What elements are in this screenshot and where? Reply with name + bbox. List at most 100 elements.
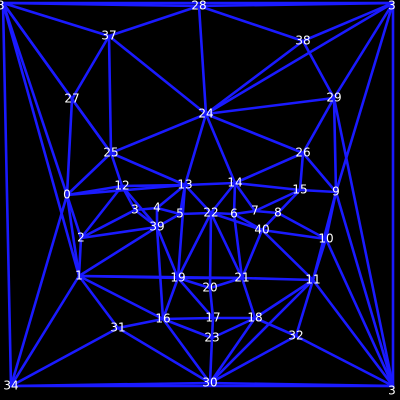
edge-24-26 [204,112,305,155]
vertex-label-22: 22 [203,206,218,220]
edge-TL-34 [1,1,13,388]
edge-40-11 [260,228,315,282]
vertex-label-1: 1 [75,269,83,283]
edge-10-11 [311,237,328,282]
edge-27-25 [70,97,113,155]
edge-27-0 [65,97,74,197]
vertex-label-38: 38 [295,34,310,48]
vertex-label-21: 21 [234,271,249,285]
vertex-label-34: 34 [3,379,18,393]
edge-13-14 [183,181,237,187]
vertex-label-28: 28 [191,0,206,13]
edge-38-24 [204,39,305,116]
vertex-label-15: 15 [292,183,307,197]
edge-8-10 [276,211,328,241]
edge-6-21 [232,212,244,280]
edge-14-22 [209,181,237,215]
vertex-label-29: 29 [326,91,341,105]
vertex-label-13: 13 [177,178,192,192]
edge-11-32 [294,278,315,338]
edge-6-7 [232,209,257,216]
edge-1-31 [77,274,120,330]
vertex-label-20: 20 [202,281,217,295]
edge-29-26 [301,96,336,155]
vertex-label-11: 11 [305,273,320,287]
edge-26-9 [301,151,338,194]
edge-5-39 [155,212,182,229]
edge-25-13 [109,151,187,187]
edge-11-BR [311,278,395,388]
edge-layer [1,1,395,388]
edge-18-23 [210,316,257,340]
edge-17-23 [210,316,215,340]
edge-21-18 [240,276,257,320]
vertex-label-16: 16 [155,312,170,326]
vertex-label-31: 31 [110,321,125,335]
vertex-label-TR: 3 [388,0,396,13]
edge-22-19 [176,211,213,280]
edge-18-30 [208,316,257,385]
edge-22-20 [208,211,213,290]
vertex-label-BR: 3 [388,384,396,398]
edge-28-24 [197,4,208,116]
edge-13-19 [176,183,187,280]
edge-TR-29 [332,1,395,100]
edge-TL-1 [1,1,81,278]
vertex-label-37: 37 [101,29,116,43]
edge-37-27 [70,34,111,101]
edge-40-21 [240,228,264,280]
edge-14-7 [233,181,257,213]
vertex-label-5: 5 [176,207,184,221]
vertex-label-3: 3 [131,203,139,217]
edge-34-30 [9,381,212,388]
edge-TL-0 [1,1,69,197]
edge-21-11 [240,276,315,282]
edge-30-BR [208,381,395,388]
edge-22-21 [209,211,244,280]
edge-39-16 [155,225,165,321]
vertex-label-27: 27 [64,92,79,106]
vertex-label-6: 6 [230,207,238,221]
edge-3-2 [79,208,137,240]
edge-16-31 [116,317,165,330]
vertex-label-32: 32 [288,329,303,343]
edge-38-29 [301,39,336,100]
edge-29-9 [332,96,338,194]
edge-31-34 [9,326,120,388]
edge-16-30 [161,317,212,385]
edge-6-40 [232,212,264,232]
edge-28-38 [197,4,305,43]
edge-9-BR [334,190,395,388]
edge-32-30 [208,334,298,385]
edge-1-34 [9,274,81,388]
edge-TL-28 [1,1,201,8]
edge-37-28 [107,4,201,38]
vertex-label-19: 19 [170,271,185,285]
edge-13-22 [183,183,213,215]
vertex-label-0: 0 [63,188,71,202]
edge-25-12 [109,151,124,188]
vertex-label-40: 40 [254,223,269,237]
edge-24-14 [204,112,237,185]
edge-3-39 [133,208,159,229]
edge-25-0 [65,151,113,197]
edge-16-23 [161,317,214,340]
edge-0-34 [9,193,69,388]
edge-1-16 [77,274,165,321]
edge-26-14 [233,151,305,185]
edge-31-30 [116,326,212,385]
edge-20-17 [208,286,215,320]
vertex-label-9: 9 [332,185,340,199]
vertex-label-23: 23 [204,331,219,345]
vertex-label-26: 26 [295,146,310,160]
edge-5-22 [178,211,213,216]
edge-11-18 [253,278,315,320]
edge-TR-24 [204,1,395,116]
edge-0-1 [65,193,81,278]
vertex-label-2: 2 [77,231,85,245]
edge-37-25 [107,34,113,155]
vertex-label-24: 24 [198,107,213,121]
edge-40-10 [260,228,328,241]
